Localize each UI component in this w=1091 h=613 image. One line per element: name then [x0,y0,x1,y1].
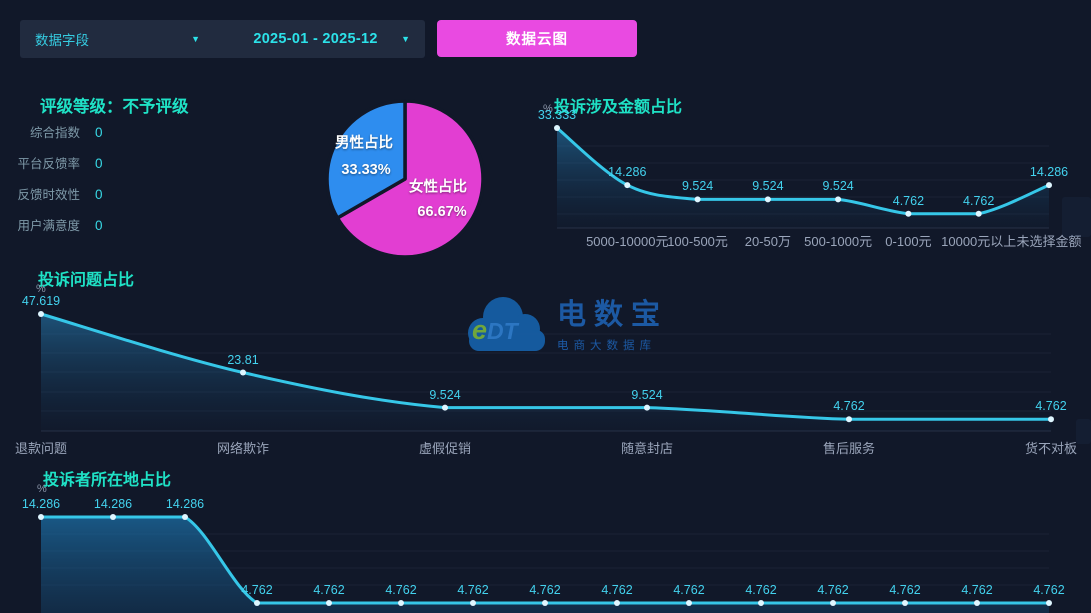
date-range-value: 2025-01 - 2025-12 [253,31,378,47]
pie-slice-female[interactable] [335,99,485,259]
metric-label: 反馈时效性 [17,188,80,202]
pie-male-value: 33.33% [341,162,391,178]
metric-row: 反馈时效性 0 [10,184,103,203]
field-select-label: 数据字段 [35,33,89,48]
metric-row: 平台反馈率 0 [10,153,103,172]
metric-value: 0 [95,156,103,171]
issues-chart-title: 投诉问题占比 [38,272,135,289]
metric-row: 综合指数 0 [10,122,103,141]
watermark-brand: 电数宝 [557,299,669,331]
metric-value: 0 [95,218,103,233]
metric-value: 0 [95,125,103,140]
location-chart-title: 投诉者所在地占比 [43,472,172,489]
pie-male-label: 男性占比 [335,135,393,152]
data-cloud-button[interactable]: 数据云图 [437,20,637,57]
pie-female-value: 66.67% [417,204,467,220]
chevron-down-icon: ▼ [401,33,410,44]
metric-label: 综合指数 [29,126,80,140]
edt-logo-text: eDT [472,315,518,345]
metric-row: 用户满意度 0 [10,215,103,234]
issues-chart-unit: % [36,283,46,295]
metric-label: 用户满意度 [17,219,80,233]
watermark: eDT 电数宝 电商大数据库 [459,289,668,365]
pie-female-label: 女性占比 [409,179,467,196]
watermark-fragment [1076,419,1091,444]
watermark-fragment [1062,197,1091,237]
chevron-down-icon: ▼ [191,33,200,44]
pie-slice-male[interactable] [325,99,407,220]
amount-chart-title: 投诉涉及金额占比 [554,99,683,116]
field-select[interactable]: 数据字段 ▼ [20,20,215,58]
watermark-tagline: 电商大数据库 [557,340,656,352]
metric-label: 平台反馈率 [17,157,80,171]
location-chart-unit: % [37,483,47,495]
gender-pie-chart [325,99,485,259]
amount-chart-unit: % [543,103,553,115]
metric-value: 0 [95,187,103,202]
date-range-select[interactable]: 2025-01 - 2025-12 ▼ [215,20,425,58]
rating-title: 评级等级：不予评级 [40,98,189,116]
cloud-logo-icon: eDT [459,289,551,365]
filter-bar: 数据字段 ▼ 2025-01 - 2025-12 ▼ [20,20,425,58]
